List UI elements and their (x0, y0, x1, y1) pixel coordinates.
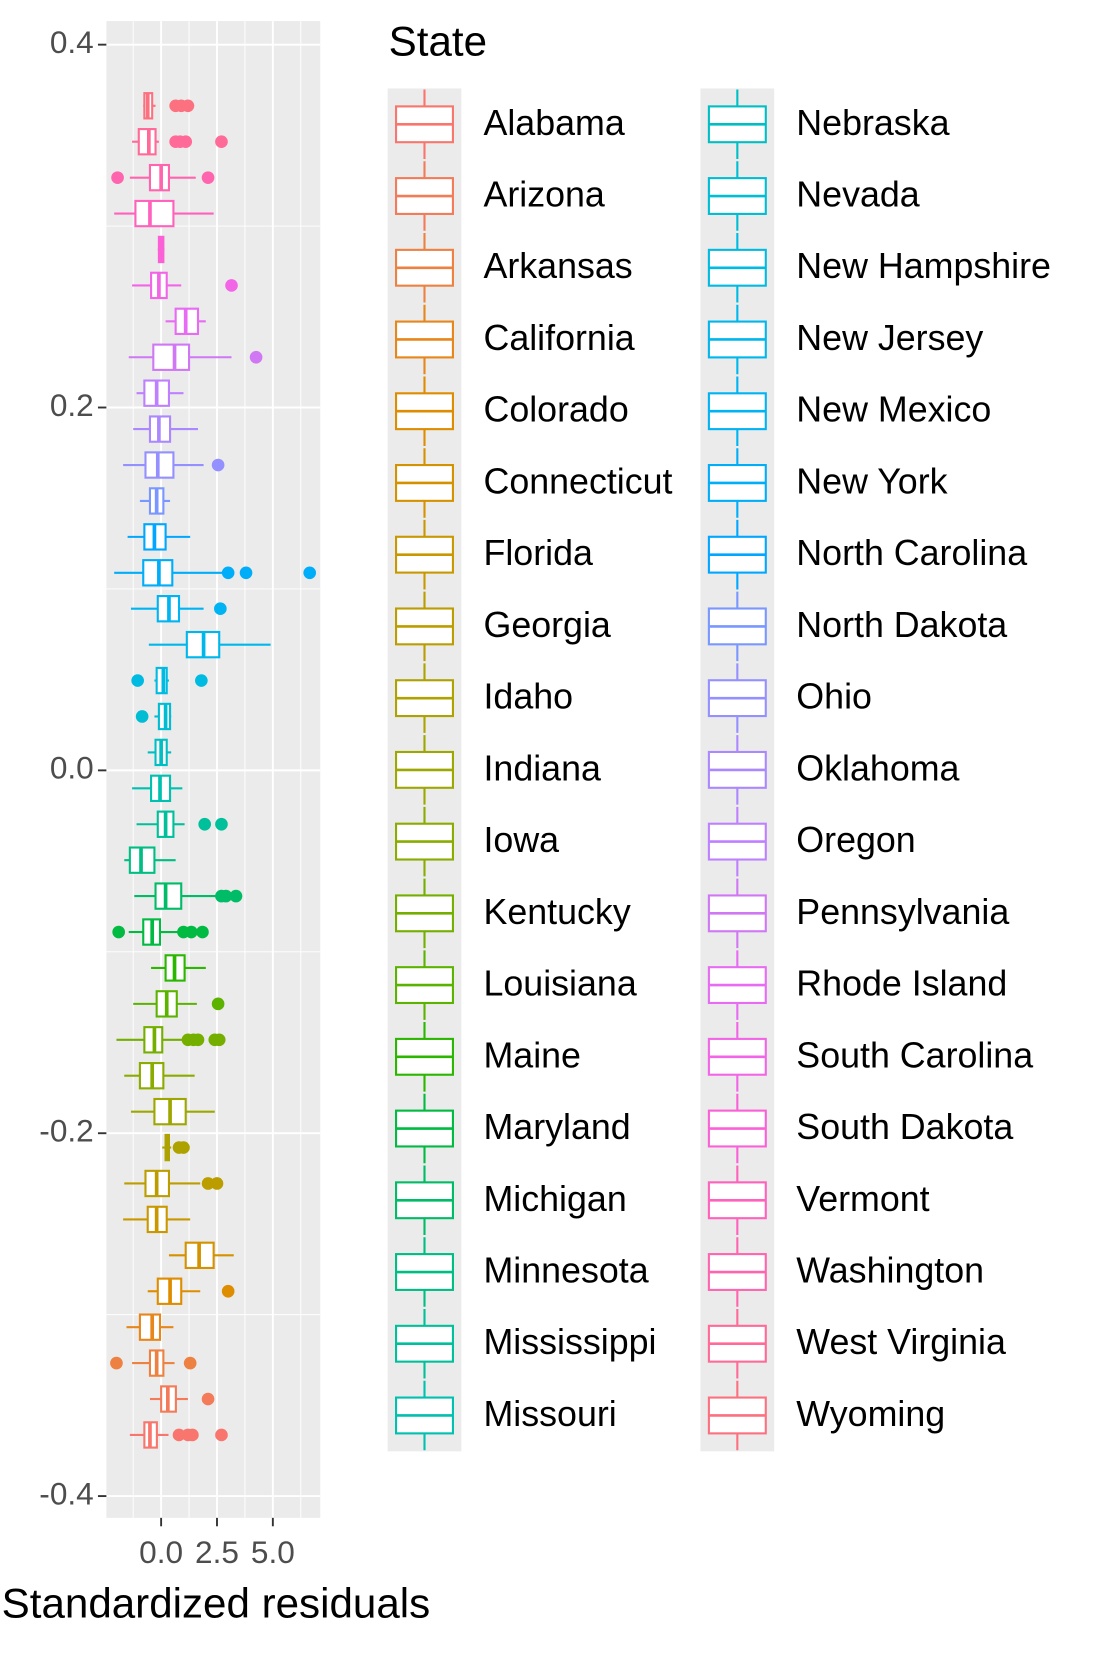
box (152, 343, 191, 371)
legend-label: New Mexico (796, 390, 991, 430)
outlier (172, 1428, 186, 1442)
legend-label: Vermont (796, 1179, 929, 1219)
outlier (201, 1392, 215, 1406)
legend-label: New Jersey (796, 318, 983, 358)
outlier (179, 135, 193, 149)
legend-label: Louisiana (483, 964, 636, 1004)
legend-label: North Dakota (796, 605, 1007, 645)
outlier (221, 566, 235, 580)
y-tick-label: 0.4 (50, 24, 94, 60)
y-tick-label: -0.4 (39, 1475, 93, 1511)
legend-label: Pennsylvania (796, 892, 1009, 932)
legend-label: California (483, 318, 634, 358)
legend-label: New York (796, 461, 947, 501)
outlier (201, 1177, 215, 1190)
outlier (225, 279, 238, 292)
outlier (110, 1356, 123, 1370)
outlier (131, 674, 144, 687)
legend-label: Wyoming (796, 1394, 945, 1434)
legend-label: Missouri (483, 1394, 616, 1434)
outlier (303, 566, 317, 580)
outlier (214, 602, 227, 616)
outlier (212, 1033, 226, 1047)
x-axis-title: Standardized residuals (2, 1579, 431, 1626)
legend-label: West Virginia (796, 1322, 1006, 1362)
legend-label: Mississippi (483, 1322, 656, 1362)
outlier (211, 997, 225, 1011)
outlier (201, 171, 215, 184)
outlier (219, 889, 233, 903)
legend-label: Ohio (796, 677, 872, 717)
outlier (210, 1177, 224, 1190)
legend-label: Idaho (483, 677, 573, 717)
box (154, 882, 183, 910)
legend-label: Maryland (483, 1107, 630, 1147)
legend-label: Florida (483, 533, 593, 573)
outlier (112, 925, 125, 939)
legend-label: Michigan (483, 1179, 626, 1219)
legend-label: Arizona (483, 175, 604, 215)
outlier (111, 171, 124, 184)
outlier (198, 817, 212, 831)
y-tick-label: -0.2 (39, 1113, 93, 1149)
outlier (195, 674, 208, 687)
outlier (196, 925, 209, 939)
legend-label: Connecticut (483, 461, 672, 501)
legend-title: State (389, 17, 487, 64)
outlier (221, 1284, 235, 1298)
box (138, 1313, 162, 1341)
outlier (229, 889, 243, 903)
legend-label: Nevada (796, 175, 919, 215)
outlier (215, 135, 228, 149)
legend-label: Iowa (483, 820, 559, 860)
outlier (191, 1033, 205, 1047)
legend-label: Oklahoma (796, 748, 959, 788)
legend-label: Minnesota (483, 1251, 648, 1291)
y-tick-label: 0.2 (50, 387, 94, 423)
outlier (183, 1356, 197, 1370)
x-tick-label: 0.0 (139, 1534, 183, 1570)
legend-label: Georgia (483, 605, 610, 645)
legend-label: Maine (483, 1035, 580, 1075)
legend-label: Alabama (483, 103, 624, 143)
outlier (186, 1428, 199, 1442)
legend-label: Washington (796, 1251, 984, 1291)
outlier (177, 1141, 190, 1154)
box (134, 199, 175, 228)
legend-label: Rhode Island (796, 964, 1007, 1004)
legend-label: Indiana (483, 748, 601, 788)
legend-label: Nebraska (796, 103, 949, 143)
outlier (239, 566, 253, 580)
legend-label: South Carolina (796, 1035, 1033, 1075)
legend-label: Arkansas (483, 246, 632, 286)
legend-label: Kentucky (483, 892, 630, 932)
outlier (211, 458, 225, 472)
legend-label: New Hampshire (796, 246, 1051, 286)
legend-label: Oregon (796, 820, 915, 860)
x-tick-label: 5.0 (251, 1534, 295, 1570)
legend-label: North Carolina (796, 533, 1027, 573)
outlier (184, 925, 198, 939)
legend-label: South Dakota (796, 1107, 1013, 1147)
y-tick-label: 0.0 (50, 750, 94, 786)
outlier (215, 1428, 228, 1442)
x-tick-label: 2.5 (195, 1534, 239, 1570)
outlier (135, 710, 149, 723)
legend-label: Colorado (483, 390, 628, 430)
outlier (215, 817, 228, 831)
outlier (181, 99, 195, 113)
outlier (249, 350, 263, 364)
